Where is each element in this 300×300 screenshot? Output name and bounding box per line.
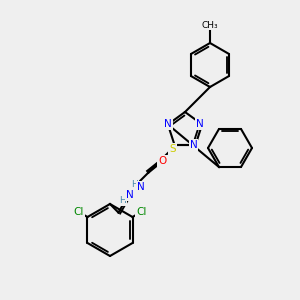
Text: O: O (158, 156, 166, 166)
Text: H: H (131, 180, 138, 189)
Text: CH₃: CH₃ (202, 20, 218, 29)
Text: N: N (164, 119, 172, 129)
Text: Cl: Cl (74, 207, 84, 217)
Text: N: N (136, 182, 144, 192)
Text: H: H (119, 196, 126, 205)
Text: S: S (169, 144, 176, 154)
Text: N: N (125, 190, 133, 200)
Text: N: N (190, 140, 197, 150)
Text: N: N (196, 119, 204, 129)
Text: Cl: Cl (136, 207, 146, 217)
